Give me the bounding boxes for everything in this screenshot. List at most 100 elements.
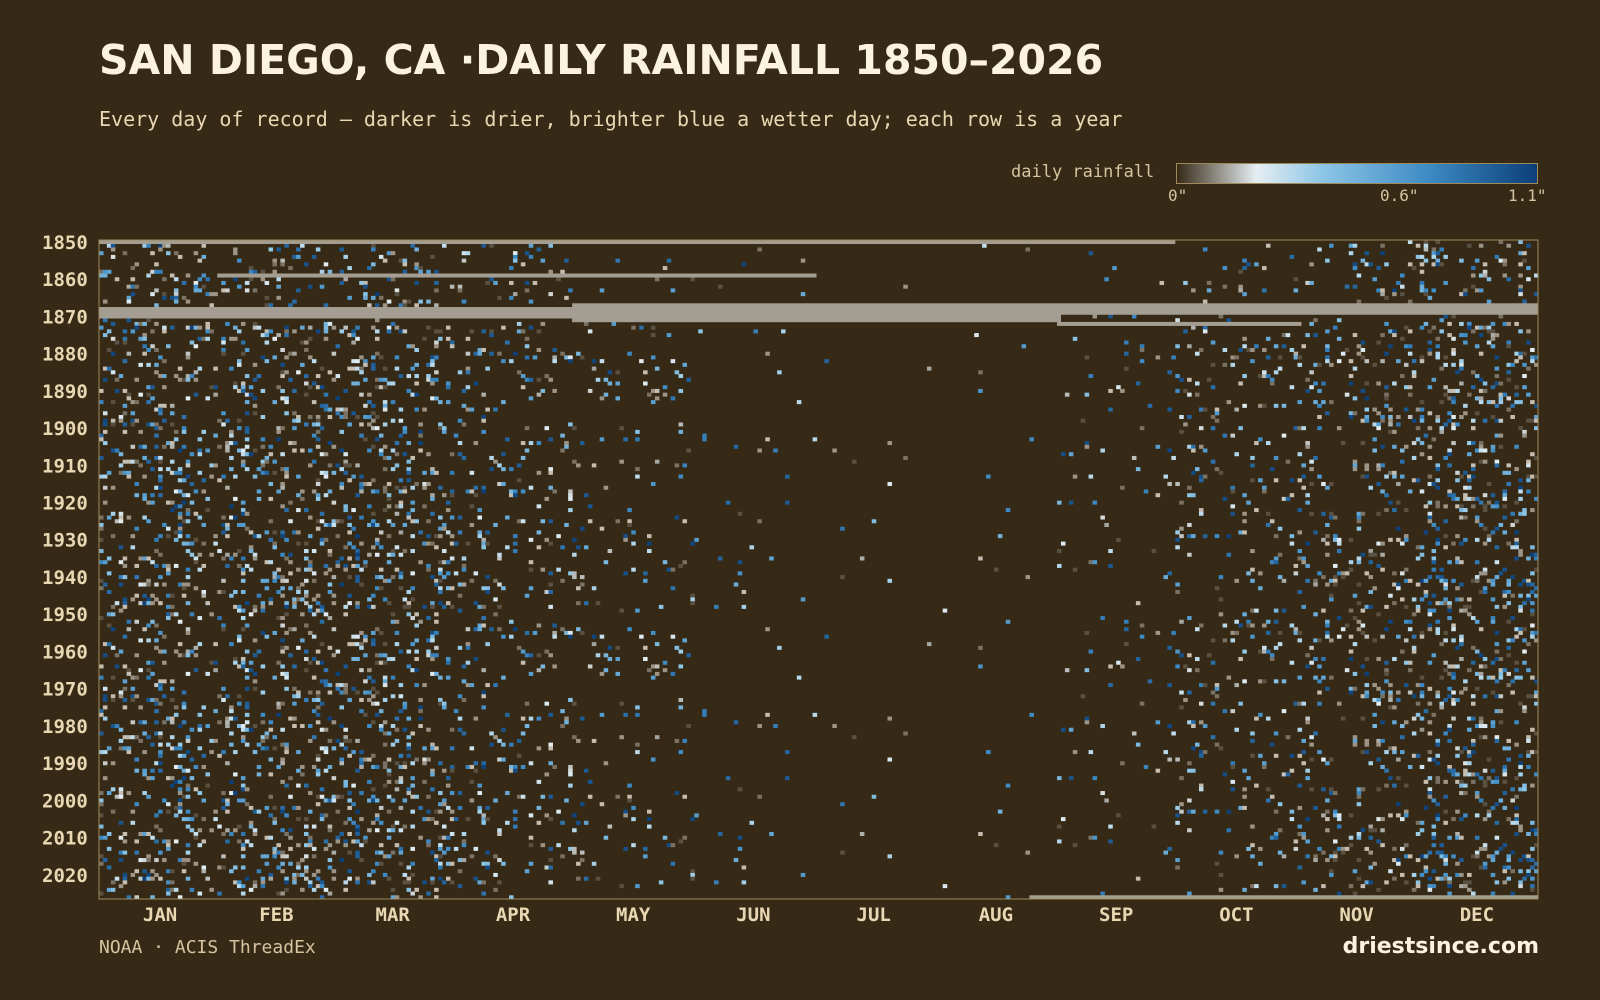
- rain-day-cell: [1530, 887, 1535, 892]
- rain-day-cell: [1238, 269, 1243, 274]
- rain-day-cell: [449, 541, 455, 546]
- rain-day-cell: [1510, 787, 1515, 792]
- rain-day-cell: [1139, 623, 1145, 628]
- rain-day-cell: [993, 843, 999, 848]
- rain-day-cell: [1526, 735, 1531, 740]
- rain-day-cell: [1198, 474, 1204, 479]
- rain-day-cell: [1463, 292, 1468, 297]
- rain-day-cell: [402, 705, 408, 710]
- rain-day-cell: [430, 511, 435, 516]
- rain-day-cell: [126, 791, 132, 796]
- rain-day-cell: [272, 470, 278, 475]
- rain-day-cell: [339, 556, 345, 561]
- rain-day-cell: [1352, 671, 1358, 676]
- rain-day-cell: [568, 508, 573, 513]
- rain-day-cell: [402, 303, 408, 308]
- rain-day-cell: [1455, 388, 1460, 393]
- rain-day-cell: [1167, 571, 1172, 576]
- rain-day-cell: [516, 478, 522, 483]
- rain-day-cell: [1380, 764, 1385, 769]
- rain-day-cell: [229, 515, 234, 520]
- rain-day-cell: [1427, 623, 1433, 628]
- rain-day-cell: [398, 500, 404, 505]
- rain-day-cell: [410, 861, 415, 866]
- rain-day-cell: [173, 295, 179, 300]
- rain-day-cell: [327, 589, 333, 594]
- rain-day-cell: [1514, 537, 1519, 542]
- rain-day-cell: [118, 374, 124, 379]
- rain-day-cell: [284, 578, 289, 583]
- rain-day-cell: [169, 604, 175, 609]
- rain-day-cell: [197, 843, 203, 848]
- rain-day-cell: [236, 388, 242, 393]
- rain-day-cell: [382, 642, 388, 647]
- rain-day-cell: [371, 411, 376, 416]
- rain-day-cell: [1226, 318, 1232, 323]
- rain-day-cell: [236, 701, 242, 706]
- rain-day-cell: [201, 541, 207, 546]
- rain-day-cell: [1443, 861, 1448, 866]
- rain-day-cell: [335, 374, 341, 379]
- rain-day-cell: [276, 891, 281, 896]
- rain-day-cell: [173, 530, 179, 535]
- rain-day-cell: [173, 470, 179, 475]
- rain-day-cell: [434, 809, 439, 814]
- rain-day-cell: [406, 604, 412, 609]
- rain-day-cell: [386, 455, 392, 460]
- rain-day-cell: [146, 400, 151, 405]
- rain-day-cell: [296, 254, 301, 259]
- rain-day-cell: [481, 764, 486, 769]
- rain-day-cell: [205, 292, 210, 297]
- rain-day-cell: [146, 872, 151, 877]
- rain-day-cell: [548, 437, 553, 442]
- rain-day-cell: [520, 660, 526, 665]
- rain-day-cell: [1474, 519, 1480, 524]
- rain-day-cell: [1498, 381, 1504, 386]
- rain-day-cell: [1474, 560, 1480, 565]
- rain-day-cell: [1494, 776, 1500, 781]
- rain-day-cell: [304, 649, 309, 654]
- rain-day-cell: [1352, 467, 1358, 472]
- rain-day-cell: [1376, 738, 1381, 743]
- rain-day-cell: [169, 273, 175, 278]
- rain-day-cell: [1072, 474, 1078, 479]
- rain-day-cell: [1179, 809, 1184, 814]
- rain-day-cell: [1455, 746, 1460, 751]
- rain-day-cell: [1183, 664, 1188, 669]
- rain-day-cell: [150, 660, 155, 665]
- rain-day-cell: [1490, 690, 1496, 695]
- rain-day-cell: [347, 515, 352, 520]
- rain-day-cell: [256, 325, 262, 330]
- rain-day-cell: [1526, 243, 1531, 248]
- rain-day-cell: [319, 701, 325, 706]
- rain-day-cell: [1364, 683, 1370, 688]
- rain-day-cell: [162, 679, 167, 684]
- rain-day-cell: [106, 347, 112, 352]
- rain-day-cell: [169, 697, 175, 702]
- rain-day-cell: [1155, 768, 1161, 773]
- rain-day-cell: [1530, 418, 1535, 423]
- rain-day-cell: [1530, 846, 1535, 851]
- missing-data-band: [99, 240, 1176, 245]
- rain-day-cell: [1435, 876, 1441, 881]
- rain-day-cell: [268, 482, 274, 487]
- rain-day-cell: [134, 321, 140, 326]
- rain-day-cell: [240, 321, 246, 326]
- rain-day-cell: [1498, 240, 1504, 245]
- rain-day-cell: [288, 653, 293, 658]
- rain-day-cell: [426, 377, 431, 382]
- rain-day-cell: [158, 474, 163, 479]
- rain-day-cell: [1502, 768, 1508, 773]
- rain-day-cell: [217, 720, 222, 725]
- rain-day-cell: [1510, 638, 1515, 643]
- rain-day-cell: [1463, 470, 1468, 475]
- rain-day-cell: [1415, 701, 1421, 706]
- rain-day-cell: [1376, 686, 1381, 691]
- rain-day-cell: [252, 377, 258, 382]
- rain-day-cell: [1470, 891, 1476, 896]
- rain-day-cell: [307, 843, 313, 848]
- rain-day-cell: [572, 571, 577, 576]
- rain-day-cell: [410, 597, 415, 602]
- rain-day-cell: [438, 336, 443, 341]
- rain-day-cell: [800, 292, 806, 297]
